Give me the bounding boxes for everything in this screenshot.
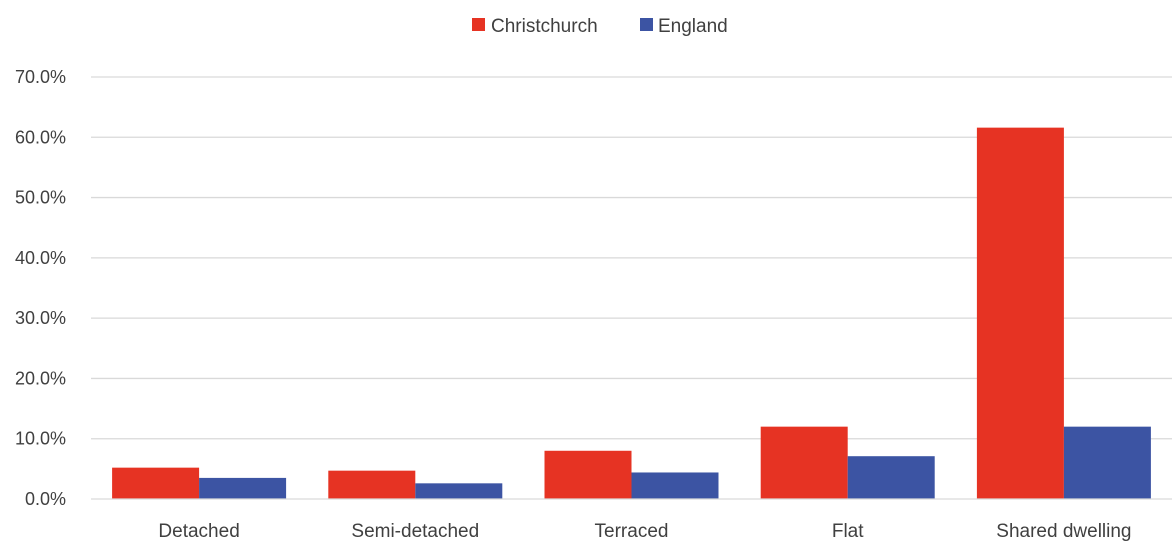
bar-christchurch-detached [112,467,200,499]
bars [112,127,1151,499]
gridlines [91,76,1172,440]
y-tick-label: 10.0% [15,429,66,449]
chart-legend: Christchurch England [472,16,728,37]
x-category-label: Shared dwelling [996,521,1131,542]
bar-christchurch-terraced [544,450,632,499]
x-category-label: Terraced [595,521,669,542]
bar-england-detached [199,477,287,499]
legend-label-christchurch: Christchurch [491,16,598,37]
legend-label-england: England [658,16,728,37]
bar-england-shared-dwelling [1063,426,1151,499]
bar-christchurch-flat [760,426,848,499]
bar-england-terraced [631,472,719,499]
bar-christchurch-semi-detached [328,470,416,499]
legend-swatch-england [640,18,653,31]
y-tick-label: 0.0% [25,489,66,509]
legend-swatch-christchurch [472,18,485,31]
x-category-label: Detached [158,521,239,542]
y-tick-label: 30.0% [15,308,66,328]
y-tick-label: 70.0% [15,67,66,87]
y-tick-label: 20.0% [15,368,66,388]
x-category-label: Semi-detached [351,521,479,542]
y-tick-label: 40.0% [15,248,66,268]
x-category-label: Flat [832,521,864,542]
x-axis-category-labels: Detached Semi-detached Terraced Flat Shared … [158,521,1131,542]
y-tick-label: 50.0% [15,188,66,208]
bar-england-flat [847,456,935,499]
y-axis-tick-labels: 0.0% 10.0% 20.0% 30.0% 40.0% 50.0% 60.0% 70.0% [15,67,66,509]
bar-england-semi-detached [415,483,503,499]
y-tick-label: 60.0% [15,127,66,147]
bar-christchurch-shared-dwelling [976,127,1064,499]
